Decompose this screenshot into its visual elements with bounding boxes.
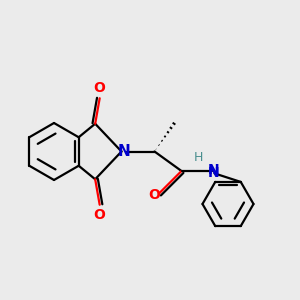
Text: N: N: [208, 163, 220, 176]
Text: O: O: [148, 188, 160, 202]
Text: N: N: [118, 144, 130, 159]
Text: N: N: [208, 166, 220, 179]
Text: H: H: [193, 152, 203, 164]
Text: O: O: [94, 208, 106, 222]
Text: O: O: [94, 81, 106, 95]
